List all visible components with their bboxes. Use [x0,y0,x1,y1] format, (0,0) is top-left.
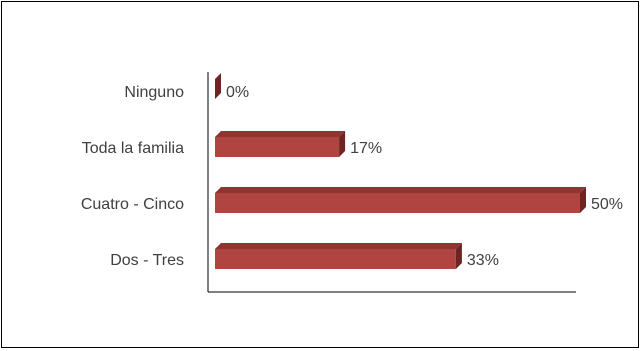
chart-bars [215,73,586,269]
bar-top-face [215,187,586,193]
data-label: 17% [350,140,382,157]
data-label: 0% [226,84,249,101]
bar-top-face [215,243,462,249]
data-label: 33% [467,252,499,269]
bar [215,131,346,157]
bar-side-face [215,73,221,99]
bar-top-face [215,131,346,137]
data-labels: 0% 17% 50% 33% [226,84,623,269]
bar-side-face [580,187,586,213]
category-label: Cuatro - Cinco [81,196,184,213]
category-label: Ninguno [124,84,184,101]
bar [215,243,462,269]
bar [215,73,221,99]
category-label: Dos - Tres [110,252,184,269]
category-label: Toda la familia [82,140,184,157]
bar [215,187,586,213]
bar-front-face [215,193,580,213]
bar-front-face [215,137,340,157]
category-labels: Ninguno Toda la familia Cuatro - Cinco Dos … [81,84,184,269]
chart-axes [207,72,576,293]
bar-side-face [455,243,462,269]
data-label: 50% [591,196,623,213]
bar-side-face [339,131,346,157]
bar-front-face [215,249,456,269]
